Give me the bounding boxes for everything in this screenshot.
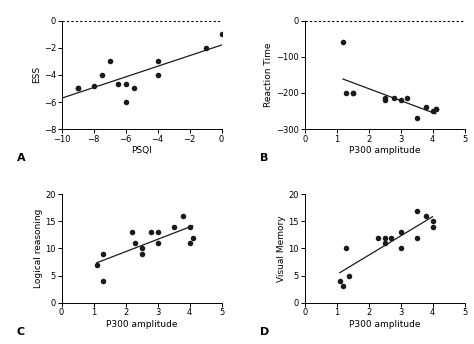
Point bbox=[130, 86, 137, 91]
Point bbox=[339, 40, 347, 45]
Point bbox=[218, 31, 225, 37]
X-axis label: P300 amplitude: P300 amplitude bbox=[106, 320, 177, 329]
Y-axis label: Logical reasoning: Logical reasoning bbox=[34, 209, 43, 288]
Point bbox=[147, 229, 155, 235]
Point bbox=[100, 278, 107, 284]
Point bbox=[381, 240, 388, 246]
Point bbox=[90, 83, 97, 88]
Point bbox=[170, 224, 177, 229]
Point bbox=[138, 251, 146, 257]
Text: C: C bbox=[17, 326, 25, 336]
Y-axis label: Reaction Time: Reaction Time bbox=[264, 43, 273, 107]
Point bbox=[429, 224, 437, 229]
Point bbox=[98, 72, 105, 78]
Point bbox=[397, 246, 404, 251]
Point bbox=[154, 240, 161, 246]
Point bbox=[74, 86, 82, 91]
Point bbox=[342, 246, 350, 251]
Point bbox=[122, 99, 129, 105]
Point bbox=[403, 96, 411, 101]
Point bbox=[413, 208, 420, 213]
Point bbox=[339, 284, 347, 289]
Point bbox=[154, 58, 161, 64]
Point bbox=[179, 213, 187, 219]
Point bbox=[336, 278, 344, 284]
Point bbox=[429, 218, 437, 224]
Point bbox=[131, 240, 139, 246]
Text: B: B bbox=[260, 153, 268, 163]
Point bbox=[93, 262, 100, 268]
Point bbox=[342, 90, 350, 96]
Point bbox=[397, 97, 404, 103]
Y-axis label: ESS: ESS bbox=[32, 66, 41, 84]
Point bbox=[349, 90, 356, 96]
Point bbox=[346, 273, 353, 278]
Y-axis label: Visual Memory: Visual Memory bbox=[277, 215, 286, 282]
Point bbox=[349, 90, 356, 96]
Point bbox=[202, 45, 210, 51]
X-axis label: P300 amplitude: P300 amplitude bbox=[349, 320, 420, 329]
Point bbox=[422, 213, 430, 219]
Point bbox=[413, 116, 420, 121]
Point bbox=[106, 58, 113, 64]
Point bbox=[138, 246, 146, 251]
Point bbox=[100, 251, 107, 257]
Point bbox=[391, 96, 398, 101]
Point bbox=[381, 97, 388, 103]
Point bbox=[186, 240, 193, 246]
Point bbox=[429, 108, 437, 114]
Point bbox=[381, 235, 388, 240]
X-axis label: PSQI: PSQI bbox=[131, 147, 152, 155]
Text: D: D bbox=[260, 326, 269, 336]
Point bbox=[374, 235, 382, 240]
Point bbox=[397, 229, 404, 235]
Text: A: A bbox=[17, 153, 26, 163]
Point bbox=[186, 224, 193, 229]
Point bbox=[154, 72, 161, 78]
X-axis label: P300 amplitude: P300 amplitude bbox=[349, 147, 420, 155]
Point bbox=[422, 105, 430, 110]
Point bbox=[387, 235, 395, 240]
Point bbox=[128, 229, 136, 235]
Point bbox=[154, 229, 161, 235]
Point bbox=[122, 82, 129, 87]
Point bbox=[413, 235, 420, 240]
Point bbox=[114, 82, 121, 87]
Point bbox=[381, 96, 388, 101]
Point bbox=[432, 107, 439, 112]
Point bbox=[432, 107, 439, 112]
Point bbox=[74, 86, 82, 91]
Point bbox=[189, 235, 197, 240]
